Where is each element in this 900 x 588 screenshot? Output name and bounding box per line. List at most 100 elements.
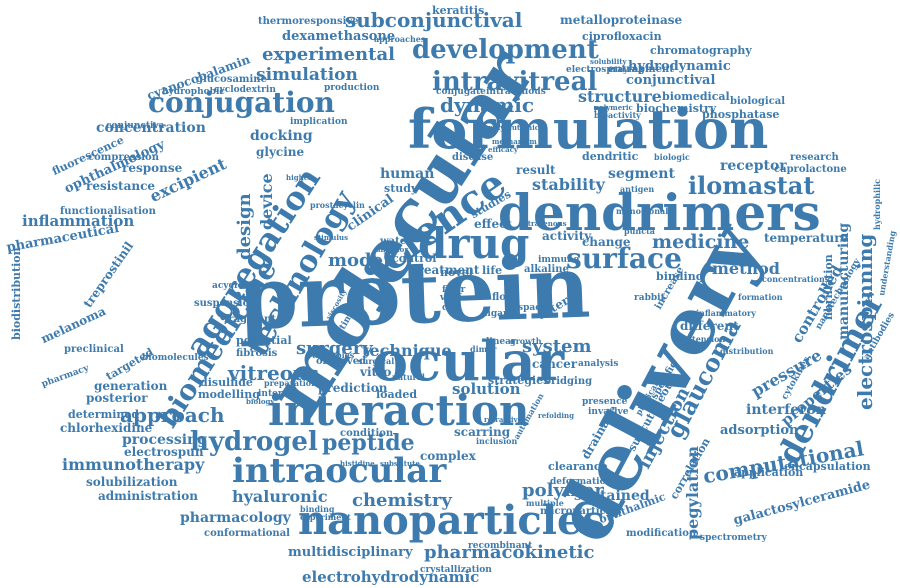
word-chromatography: chromatography (650, 44, 752, 57)
word-ilomastat: ilomastat (688, 171, 814, 200)
word-keratitis: acyclovir (212, 281, 257, 291)
word-posterior: posterior (86, 391, 148, 405)
word-binding: different (680, 319, 739, 333)
word-human: human (380, 166, 434, 182)
word-analysis: strategies (488, 374, 549, 387)
word-chlorhexidine: chlorhexidine (60, 421, 153, 435)
word-result: effect (474, 217, 512, 231)
word-phosphatase: biological (730, 96, 785, 107)
word-prediction: implication (290, 117, 348, 127)
word-disulfide: disulfide (200, 376, 253, 389)
word-deformation: deformation (550, 477, 613, 487)
word-subcutaneous: spectrometry (700, 533, 768, 543)
word-rabbit: immune (538, 255, 580, 265)
word-surgical: therapies (312, 350, 355, 360)
word-space: dimer (470, 344, 497, 354)
word-hydrogel: hydrogel (190, 427, 318, 457)
word-higher: anterior (376, 245, 408, 254)
word-stimulus: efficacy (488, 145, 519, 154)
word-fragment: fibrosis (236, 348, 278, 359)
word-different: temperature (764, 231, 849, 245)
word-strategies: bridging (544, 376, 592, 387)
word-binding-2: refractive (484, 415, 523, 424)
word-loaded: vitro (359, 365, 391, 379)
word-life: novel (440, 266, 473, 279)
word-crystallization: crystallization (420, 565, 492, 575)
word-efficacy: polyglutamic (488, 123, 539, 132)
word-cytokines: inflammatory (696, 308, 756, 318)
word-application: application (734, 466, 803, 479)
word-histidine: preparation (264, 378, 317, 388)
word-multiple: presence (582, 397, 628, 407)
word-growth: natural (392, 372, 425, 382)
word-development: development (412, 35, 599, 65)
word-preparation: biology (246, 397, 275, 406)
word-study: life (482, 264, 502, 277)
word-pharmacology: pharmacology (180, 510, 292, 526)
word-targeted: fragment (224, 314, 276, 325)
word-caprolactone: research (790, 152, 839, 163)
word-multidisciplinary: multidisciplinary (288, 545, 413, 560)
word-refractive: tension (692, 334, 725, 344)
word-fluorescence: conjunctiva (106, 121, 165, 131)
word-recombinant: recombinant (468, 541, 533, 551)
word-biology: experiment (300, 512, 351, 522)
word-therapies: inclusion (476, 436, 517, 446)
word-interferon: interferon (746, 402, 826, 418)
word-medicine: medicine (652, 231, 749, 253)
word-studies: result (516, 163, 556, 177)
word-time: fiber (442, 285, 466, 295)
word-ciprofloxacin: ciprofloxacin (582, 30, 662, 43)
word-implication: production (324, 83, 380, 93)
word-complex: complex (420, 449, 477, 463)
word-invasive: analysis (578, 359, 618, 369)
word-solubility: mechanism (492, 137, 537, 146)
word-intravenous: electrospraying (566, 65, 645, 75)
word-monoclonal: antigen (620, 184, 654, 194)
word-conjunctival: conjunctival (626, 73, 715, 88)
word-intraocular: intraocular (232, 451, 447, 491)
word-conformational: conformational (204, 528, 290, 539)
word-anterior: stimulus (314, 233, 348, 242)
word-docking: docking (250, 128, 313, 144)
word-electrospraying: keratitis (432, 4, 484, 17)
word-experimental: experimental (262, 44, 395, 65)
word-administration: administration (98, 489, 198, 503)
word-mechanism: higher (286, 173, 312, 182)
word-tension: refolding (538, 411, 574, 420)
word-determined: determined (68, 408, 139, 421)
word-chemistry: chemistry (352, 490, 452, 511)
word-cell: flow (492, 292, 515, 303)
word-substitute: histidine (340, 459, 375, 468)
word-fibrosis: potential (236, 334, 292, 347)
word-effect: activity (542, 229, 592, 243)
word-clearance: clearance (548, 460, 608, 473)
word-cancer: cancer (532, 357, 578, 371)
word-bioactivity: substitute (380, 459, 420, 468)
word-response: response (122, 161, 183, 175)
word-distribution: formation (738, 292, 783, 302)
word-approaches: conjugate (436, 87, 486, 97)
word-observed: loaded (376, 388, 417, 401)
word-device: device (257, 173, 276, 230)
word-thermoresponsive: thermoresponsive (258, 16, 359, 27)
word-biomolecules: pharmacy (40, 363, 91, 390)
word-automation: multiple (526, 498, 564, 508)
word-production: cyclodextrin (214, 85, 276, 95)
word-solubilization: solubilization (86, 475, 178, 489)
word-presence: invasive (588, 407, 629, 417)
word-compression: suspension (194, 298, 257, 309)
word-natural: surgical (358, 356, 394, 366)
word-puncta: monoclonal (616, 206, 668, 216)
word-understanding: hydrophilic (872, 179, 882, 230)
word-stability: stability (532, 175, 606, 194)
word-adsorption: adsorption (720, 423, 799, 438)
word-vegf: cell (442, 303, 461, 313)
word-immune: alkaline (524, 264, 569, 275)
word-glucosamine: glucosamine (196, 74, 267, 85)
word-hydrophobic: functionalisation (60, 206, 157, 217)
word-potential: glycine (256, 145, 305, 159)
word-simulation: simulation (256, 65, 358, 85)
word-galactosylceramide: galactosylceramide (732, 477, 872, 528)
